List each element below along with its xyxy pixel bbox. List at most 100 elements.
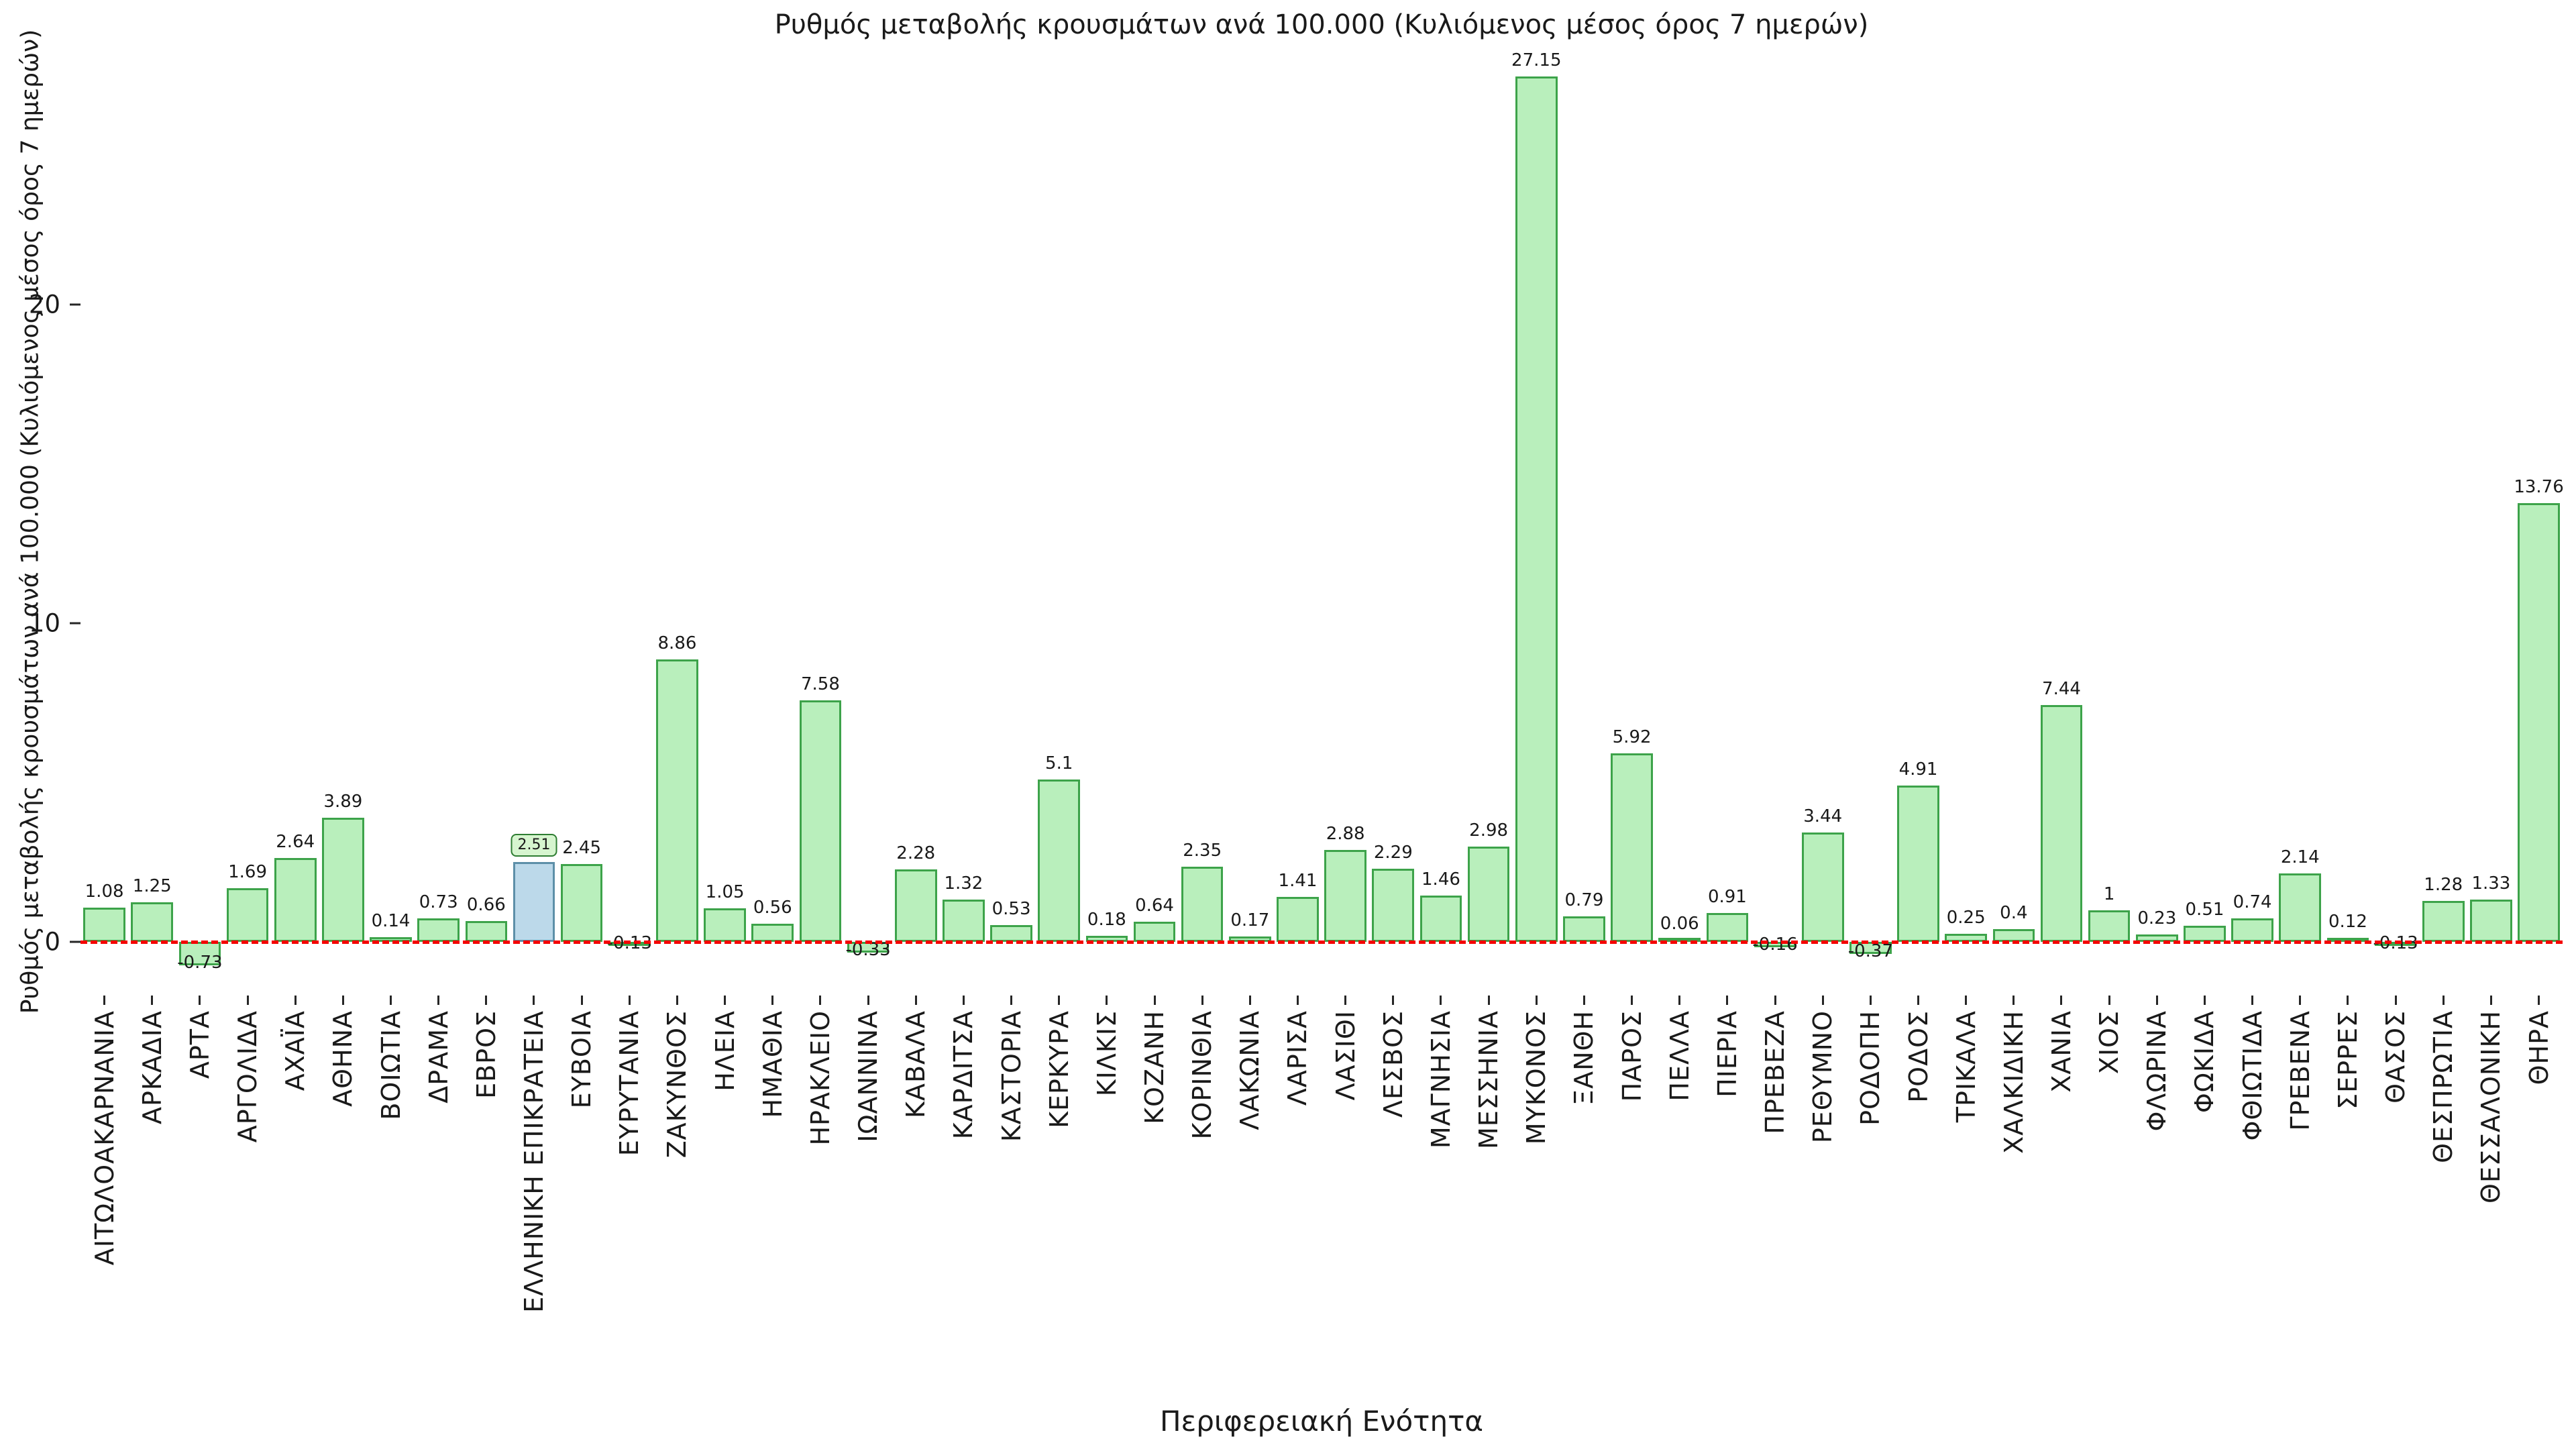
x-tick-mark (2347, 996, 2349, 1005)
x-tick-slot: ΦΛΩΡΙΝΑ (2133, 996, 2181, 1398)
bar-value-label: -0.16 (1752, 934, 1798, 955)
bar-value-label: 2.45 (562, 837, 602, 858)
x-tick-slot: ΠΡΕΒΕΖΑ (1751, 996, 1799, 1398)
bar-slot: 0.91 (1703, 47, 1751, 996)
bar-slot: 1.69 (223, 47, 271, 996)
bar-value-label: 0.14 (371, 911, 411, 932)
x-tick-slot: ΜΥΚΟΝΟΣ (1513, 996, 1560, 1398)
bar-value-label: 0.66 (466, 894, 506, 915)
x-tick-label: ΘΑΣΟΣ (2381, 1010, 2411, 1104)
bar-slot: 2.28 (892, 47, 940, 996)
y-axis-ticks: 0 10 20 (0, 47, 80, 996)
bar-value-label: 2.64 (276, 831, 315, 852)
bar (1563, 916, 1605, 942)
bar-slot: 3.44 (1799, 47, 1847, 996)
x-tick-mark (246, 996, 249, 1005)
x-tick-mark (2108, 996, 2110, 1005)
x-tick-mark (341, 996, 344, 1005)
bar-value-label: 1.69 (228, 861, 267, 882)
x-tick-slot: ΚΟΡΙΝΘΙΑ (1179, 996, 1226, 1398)
x-tick-label: ΚΟΡΙΝΘΙΑ (1187, 1010, 1218, 1140)
x-tick-mark (580, 996, 583, 1005)
bar (1372, 869, 1415, 942)
x-tick-slot: ΦΘΙΩΤΙΔΑ (2229, 996, 2276, 1398)
bar (1038, 779, 1081, 942)
bar-slot: -0.33 (845, 47, 892, 996)
x-tick-mark (1821, 996, 1824, 1005)
x-tick-mark (2489, 996, 2492, 1005)
bar (1706, 912, 1749, 942)
x-tick-label: ΧΑΝΙΑ (2046, 1010, 2076, 1093)
x-tick-label: ΠΕΛΛΑ (1664, 1010, 1695, 1102)
y-tick-mark (70, 303, 80, 306)
bar (274, 857, 317, 942)
bar-slot: 7.44 (2037, 47, 2085, 996)
x-tick-label: ΧΑΛΚΙΔΙΚΗ (1998, 1010, 2029, 1154)
bar-value-label: 5.1 (1045, 753, 1073, 773)
bar-slot: 0.51 (2181, 47, 2229, 996)
x-tick-label: ΦΩΚΙΔΑ (2190, 1010, 2220, 1114)
x-tick-slot: ΙΩΑΝΝΙΝΑ (845, 996, 892, 1398)
bar-slot: 1.33 (2467, 47, 2515, 996)
x-tick-slot: ΚΕΡΚΥΡΑ (1035, 996, 1083, 1398)
bar-slot: 0.53 (987, 47, 1035, 996)
x-tick-label: ΜΕΣΣΗΝΙΑ (1474, 1010, 1504, 1150)
x-tick-label: ΘΕΣΣΑΛΟΝΙΚΗ (2476, 1010, 2506, 1203)
x-tick-slot: ΖΑΚΥΝΘΟΣ (653, 996, 701, 1398)
x-tick-slot: ΚΙΛΚΙΣ (1083, 996, 1130, 1398)
bar-slot: 0.12 (2324, 47, 2371, 996)
x-tick-label: ΑΙΤΩΛΟΑΚΑΡΝΑΝΙΑ (89, 1010, 119, 1266)
x-tick-mark (103, 996, 106, 1005)
x-tick-mark (485, 996, 488, 1005)
bar-slot: 1.32 (940, 47, 987, 996)
bar-value-label: 0.4 (2000, 903, 2028, 923)
x-tick-slot: ΑΙΤΩΛΟΑΚΑΡΝΑΝΙΑ (80, 996, 128, 1398)
x-tick-label: ΡΟΔΟΠΗ (1856, 1010, 1886, 1126)
x-tick-label: ΑΡΚΑΔΙΑ (137, 1010, 167, 1125)
x-tick-slot: ΘΗΡΑ (2515, 996, 2563, 1398)
x-tick-mark (1296, 996, 1299, 1005)
x-tick-mark (294, 996, 297, 1005)
bar-value-label: 1.25 (132, 875, 172, 896)
bar-value-label: 0.06 (1660, 914, 1699, 934)
bar-slot: 0.56 (749, 47, 796, 996)
highlight-bar (513, 861, 555, 942)
bar-slot: 13.76 (2514, 47, 2564, 996)
x-tick-slot: ΑΡΤΑ (176, 996, 223, 1398)
bar-slot: 2.98 (1465, 47, 1513, 996)
x-tick-slot: ΕΛΛΗΝΙΚΗ ΕΠΙΚΡΑΤΕΙΑ (510, 996, 557, 1398)
bar-slot: 0.18 (1083, 47, 1130, 996)
bar-slot: 1.28 (2420, 47, 2467, 996)
x-tick-label: ΤΡΙΚΑΛΑ (1951, 1010, 1981, 1123)
plot-area: 1.08 1.25 -0.73 1.69 2.64 3.89 0.14 0.73 0.66 2.5… (80, 47, 2564, 996)
x-tick-mark (2060, 996, 2063, 1005)
bar (417, 918, 460, 942)
x-tick-slot: ΗΜΑΘΙΑ (749, 996, 796, 1398)
bar-slot: 2.88 (1322, 47, 1369, 996)
x-tick-label: ΓΡΕΒΕΝΑ (2285, 1010, 2315, 1131)
bar-value-label: 2.51 (511, 833, 557, 857)
x-tick-mark (2203, 996, 2206, 1005)
x-tick-slot: ΘΑΣΟΣ (2372, 996, 2420, 1398)
x-tick-mark (2538, 996, 2540, 1005)
bar-slot: 2.29 (1369, 47, 1417, 996)
x-tick-label: ΚΟΖΑΝΗ (1140, 1010, 1170, 1124)
x-tick-mark (1535, 996, 1538, 1005)
bar-slot: 1.25 (128, 47, 176, 996)
y-tick-label: 20 (28, 290, 60, 319)
bar-slot: 27.15 (1511, 47, 1561, 996)
bar (131, 902, 174, 942)
bar (2088, 910, 2131, 942)
x-tick-slot: ΛΑΣΙΘΙ (1322, 996, 1369, 1398)
x-tick-label: ΛΑΡΙΣΑ (1283, 1010, 1313, 1106)
bar-value-label: 0.25 (1946, 908, 1986, 928)
x-tick-label: ΑΘΗΝΑ (328, 1010, 358, 1107)
bars-container: 1.08 1.25 -0.73 1.69 2.64 3.89 0.14 0.73 0.66 2.5… (80, 47, 2564, 996)
bar-slot: 0.74 (2229, 47, 2276, 996)
y-tick-mark (70, 622, 80, 625)
bar-slot: 0.17 (1226, 47, 1274, 996)
x-tick-label: ΖΑΚΥΝΘΟΣ (662, 1010, 692, 1159)
bar-value-label: 1 (2103, 883, 2115, 904)
x-tick-slot: ΛΑΡΙΣΑ (1274, 996, 1322, 1398)
bar-value-label: 1.05 (705, 882, 745, 903)
